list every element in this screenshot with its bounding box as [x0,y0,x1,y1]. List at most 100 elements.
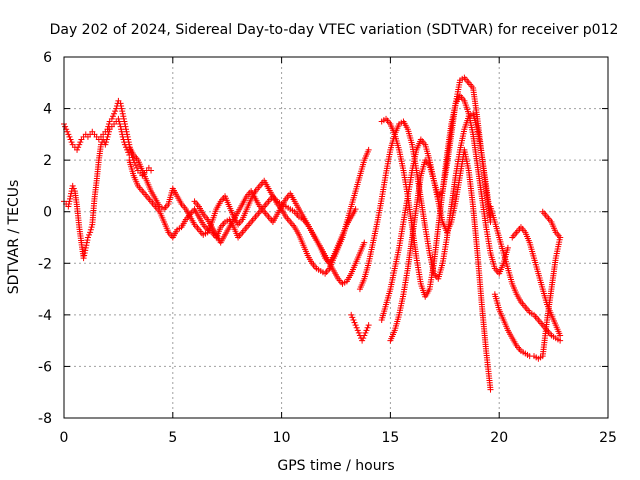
data-point [103,136,110,143]
data-point [76,141,83,148]
x-tick-label: 5 [168,430,177,446]
chart-title: Day 202 of 2024, Sidereal Day-to-day VTE… [50,22,619,38]
data-point [83,242,90,249]
data-point [362,329,369,336]
data-point [504,244,511,251]
data-point [121,121,128,128]
data-point [352,322,359,329]
data-point [117,123,124,130]
data-point [119,131,126,138]
data-point [364,324,371,331]
data-point [66,198,73,205]
y-tick-label: -6 [38,359,52,375]
y-tick-label: 6 [43,50,52,66]
data-point [66,195,73,202]
data-point [77,139,84,146]
x-tick-label: 10 [273,430,291,446]
y-tick-label: 2 [43,153,52,169]
data-point [108,115,115,122]
series-track-l [491,234,564,362]
series-track-g [356,110,494,293]
data-point [359,337,366,344]
data-point [365,322,372,329]
data-point [125,149,132,156]
series-track-j [387,146,494,393]
data-point [118,105,125,112]
data-point [65,200,72,207]
data-point [116,121,123,128]
x-tick-label: 20 [490,430,508,446]
data-point [112,108,119,115]
data-point [363,327,370,334]
data-point [65,131,72,138]
series-track-f [348,311,372,344]
data-point [355,329,362,336]
axis-ticks: 0 5 10 15 20 25 -8 -6 -4 -2 0 2 4 6 [38,50,617,446]
data-point [557,332,564,339]
data-point [133,164,140,171]
data-point [88,224,95,231]
data-point [557,234,564,241]
data-point [109,113,116,120]
data-point [81,249,88,256]
data-point [121,141,128,148]
data-point [118,128,125,135]
data-point [132,162,139,169]
x-tick-label: 25 [599,430,617,446]
data-point [105,128,112,135]
data-point [361,332,368,339]
data-point [121,118,128,125]
data-point [111,110,118,117]
data-point [349,314,356,321]
data-point [115,115,122,122]
data-point [354,327,361,334]
data-point [361,239,368,246]
data-point [113,105,120,112]
data-point [66,133,73,140]
x-tick-label: 0 [60,430,69,446]
data-point [70,185,77,192]
data-point [118,102,125,109]
data-point [87,229,94,236]
x-tick-label: 15 [381,430,399,446]
data-point [120,115,127,122]
data-point [102,141,109,148]
data-point [121,139,128,146]
data-point [105,121,112,128]
data-point [67,193,74,200]
data-point [81,252,88,259]
series-track-b [61,115,133,262]
data-point [82,244,89,251]
data-point [348,311,355,318]
data-point [116,118,123,125]
data-point [84,237,91,244]
data-point [69,182,76,189]
series-track-m [509,224,564,339]
data-point [103,139,110,146]
data-point [105,131,112,138]
data-point [119,133,126,140]
data-point [82,247,89,254]
data-point [74,146,81,153]
data-point [67,136,74,143]
data-point [365,146,372,153]
data-point [352,206,359,213]
series-track-e [191,188,359,267]
data-point [62,123,69,130]
data-point [104,133,111,140]
data-point [120,136,127,143]
data-point [83,239,90,246]
data-point [117,100,124,107]
y-axis-label: SDTVAR / TECUs [6,180,22,295]
data-points [61,74,564,393]
x-axis-label: GPS time / hours [277,458,394,474]
gridlines [64,57,608,418]
data-point [353,324,360,331]
data-point [119,110,126,117]
data-point [118,126,125,133]
data-point [64,128,71,135]
data-point [360,335,367,342]
series-track-n [539,208,564,241]
data-point [557,337,564,344]
